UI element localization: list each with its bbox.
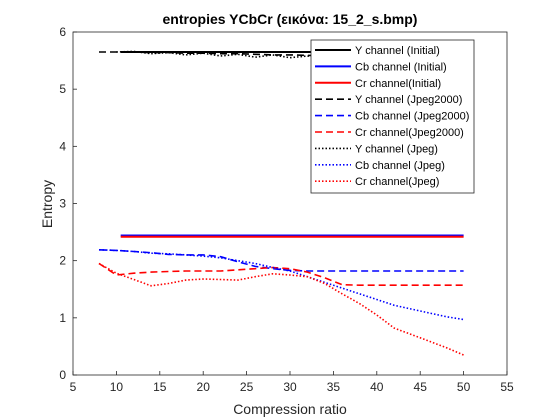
- x-axis-label: Compression ratio: [233, 401, 347, 417]
- x-tick-label: 10: [110, 380, 124, 394]
- legend-entry-label: Cr channel(Jpeg): [355, 176, 439, 188]
- legend-entry-label: Cr channel(Initial): [355, 78, 441, 90]
- legend-entry-label: Cb channel (Jpeg): [355, 160, 445, 172]
- x-tick-label: 45: [414, 380, 428, 394]
- legend-entry-label: Cb channel (Jpeg2000): [355, 111, 469, 123]
- y-tick-label: 1: [59, 311, 66, 325]
- legend-entry-label: Cb channel (Initial): [355, 61, 447, 73]
- legend-entry-label: Y channel (Initial): [355, 45, 440, 57]
- y-tick-label: 0: [59, 368, 66, 382]
- y-tick-label: 5: [59, 82, 66, 96]
- series-line-5: [98, 262, 464, 287]
- series-line-8: [98, 262, 464, 356]
- legend: Y channel (Initial) Cb channel (Initial) C…: [310, 39, 475, 194]
- x-tick-label: 25: [240, 380, 254, 394]
- x-tick-label: 5: [70, 380, 77, 394]
- y-axis-label: Entropy: [39, 180, 55, 228]
- y-tick-label: 2: [59, 254, 66, 268]
- legend-entry-label: Cr channel(Jpeg2000): [355, 127, 464, 139]
- x-tick-label: 55: [500, 380, 514, 394]
- y-tick-label: 4: [59, 139, 66, 153]
- chart-title: entropies YCbCr (εικόνα: 15_2_s.bmp): [163, 11, 418, 27]
- y-tick-label: 3: [59, 197, 66, 211]
- legend-entry-label: Y channel (Jpeg): [355, 143, 438, 155]
- x-tick-label: 15: [153, 380, 167, 394]
- x-tick-label: 20: [197, 380, 211, 394]
- legend-entry-label: Y channel (Jpeg2000): [355, 94, 462, 106]
- series-line-4: [98, 249, 464, 272]
- y-tick-label: 6: [59, 25, 66, 39]
- x-tick-label: 40: [370, 380, 384, 394]
- x-tick-label: 30: [283, 380, 297, 394]
- x-tick-label: 35: [327, 380, 341, 394]
- x-tick-label: 50: [457, 380, 471, 394]
